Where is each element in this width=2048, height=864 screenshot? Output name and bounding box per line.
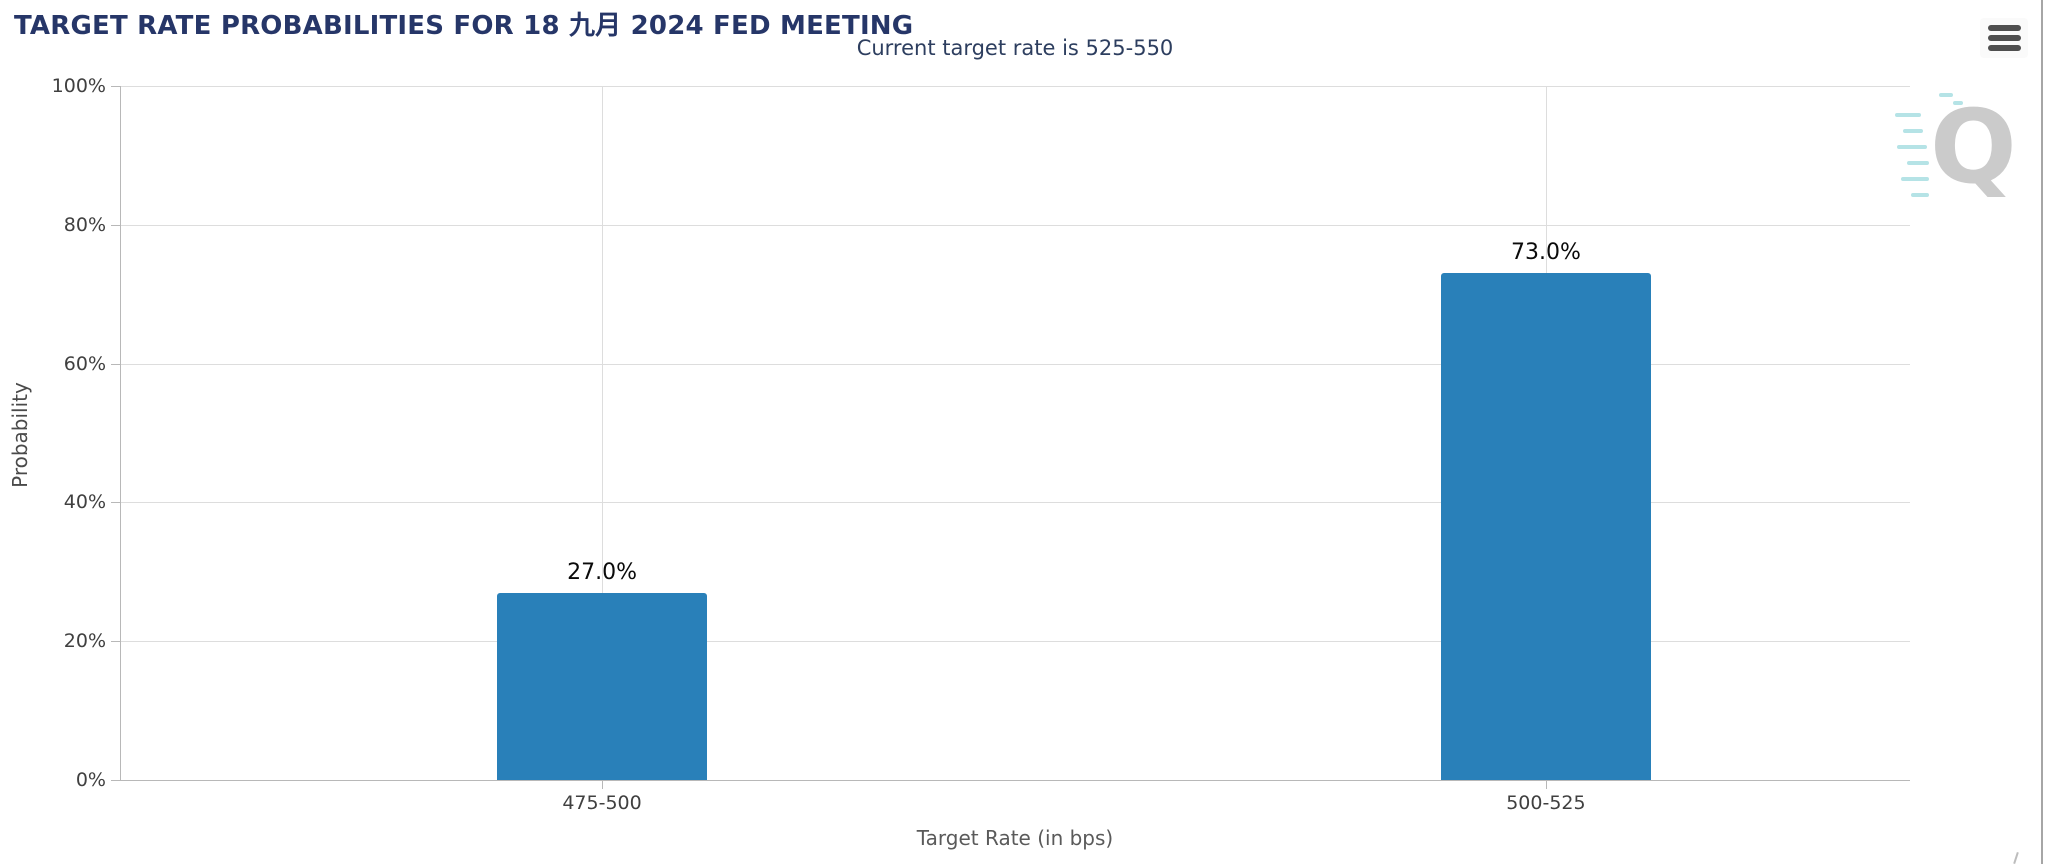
y-tick-label: 40% — [63, 491, 106, 514]
chart-subtitle: Current target rate is 525-550 — [856, 36, 1174, 60]
x-axis-tick — [1545, 780, 1547, 789]
y-gridline — [120, 780, 1910, 781]
quikstrike-watermark: Q — [1895, 85, 2025, 220]
category-gridline — [602, 86, 604, 780]
watermark-speedline — [1895, 113, 1921, 117]
y-gridline — [120, 502, 1910, 504]
x-tick-label: 500-525 — [1506, 792, 1586, 814]
watermark-speedline — [1903, 129, 1923, 133]
y-axis-tick — [111, 86, 120, 87]
watermark-speedline — [1939, 93, 1953, 97]
y-tick-label: 0% — [75, 769, 106, 791]
watermark-speedline — [1907, 161, 1929, 165]
y-gridline — [120, 363, 1910, 365]
y-axis-tick — [111, 363, 120, 365]
bar-500-525[interactable] — [1440, 273, 1651, 780]
y-gridline — [120, 224, 1910, 226]
y-axis-line — [120, 86, 121, 780]
chart-title: TARGET RATE PROBABILITIES FOR 18 九月 2024… — [14, 11, 914, 41]
watermark-speedline — [1901, 177, 1929, 181]
bar-value-label: 27.0% — [567, 559, 637, 585]
x-axis-tick — [602, 780, 604, 789]
y-gridline — [120, 641, 1910, 643]
y-axis-tick — [111, 502, 120, 504]
hamburger-icon — [1987, 25, 2021, 51]
y-axis-tick — [111, 641, 120, 643]
y-tick-label: 20% — [63, 630, 106, 653]
y-axis-title: Probability — [8, 382, 32, 488]
bar-475-500[interactable] — [497, 592, 708, 780]
chart-context-menu-button[interactable] — [1980, 18, 2028, 58]
watermark-speedline — [1897, 145, 1927, 149]
bar-value-label: 73.0% — [1510, 240, 1581, 266]
x-axis-title: Target Rate (in bps) — [916, 826, 1114, 850]
y-tick-label: 60% — [63, 352, 106, 375]
quikstrike-q-logo: Q — [1930, 88, 2017, 207]
watermark-speedline — [1953, 101, 1963, 105]
x-tick-label: 475-500 — [562, 792, 642, 814]
y-axis-tick — [111, 224, 120, 226]
watermark-speedline — [1911, 193, 1929, 197]
y-gridline — [120, 86, 1910, 87]
y-axis-tick — [111, 780, 120, 781]
y-tick-label: 80% — [63, 213, 106, 236]
panel-right-border — [2041, 0, 2043, 864]
y-tick-label: 100% — [51, 75, 106, 97]
